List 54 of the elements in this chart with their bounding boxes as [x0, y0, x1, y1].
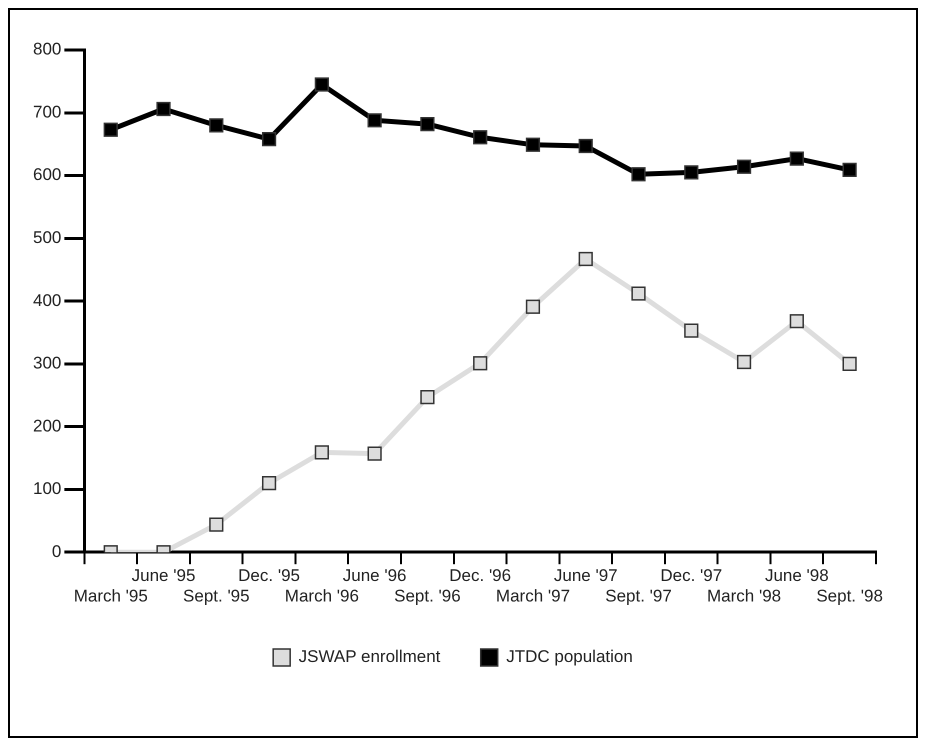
point [209, 118, 224, 132]
y-tick-label: 100 [32, 479, 62, 498]
point [684, 323, 698, 338]
y-tick-label: 0 [52, 542, 62, 561]
y-tick-label: 200 [32, 416, 62, 436]
point [736, 160, 752, 174]
point [314, 445, 329, 460]
point [736, 354, 752, 370]
point [368, 446, 382, 461]
point [104, 122, 118, 137]
x-tick-label: June '97 [554, 566, 618, 586]
point [842, 356, 857, 371]
x-tick-label: Dec. '95 [238, 566, 300, 586]
legend-label: JSWAP enrollment [298, 647, 441, 666]
point [262, 132, 276, 146]
x-tick-label: Sept. '95 [183, 586, 250, 606]
x-tick-label: Sept. '97 [605, 586, 672, 606]
point [842, 162, 857, 178]
point [526, 300, 540, 314]
x-tick-label: Sept. '96 [394, 586, 461, 606]
point [368, 113, 382, 128]
point [790, 314, 804, 328]
x-tick-label: March '97 [496, 586, 570, 606]
x-tick-label: March '98 [707, 586, 782, 606]
y-tick-label: 500 [32, 228, 62, 248]
point [631, 286, 646, 301]
y-tick-label: 700 [32, 102, 62, 122]
y-tick-label: 300 [32, 354, 62, 373]
x-tick-label: Sept. '98 [816, 586, 883, 606]
point [631, 167, 646, 182]
x-tick-label: Dec. '97 [660, 566, 722, 586]
point [578, 252, 593, 266]
point [420, 116, 435, 132]
point [473, 356, 488, 370]
point [526, 138, 540, 152]
point [209, 517, 224, 532]
y-tick-label: 400 [32, 290, 62, 310]
x-tick-label: June '95 [132, 566, 196, 586]
y-tick-label: 800 [32, 40, 62, 59]
x-tick-label: June '96 [342, 566, 407, 586]
x-tick-label: March '96 [284, 586, 359, 606]
point [473, 130, 488, 144]
point [420, 390, 435, 404]
point [790, 151, 804, 166]
point [156, 102, 171, 116]
y-tick-label: 600 [32, 165, 62, 184]
point [314, 77, 329, 92]
x-tick-label: June '98 [764, 566, 829, 586]
point [262, 476, 276, 490]
point [578, 138, 593, 154]
point [684, 165, 698, 180]
legend-label: JTDC population [506, 647, 633, 666]
x-tick-label: Dec. '96 [449, 566, 512, 586]
x-tick-label: March '95 [74, 586, 148, 606]
